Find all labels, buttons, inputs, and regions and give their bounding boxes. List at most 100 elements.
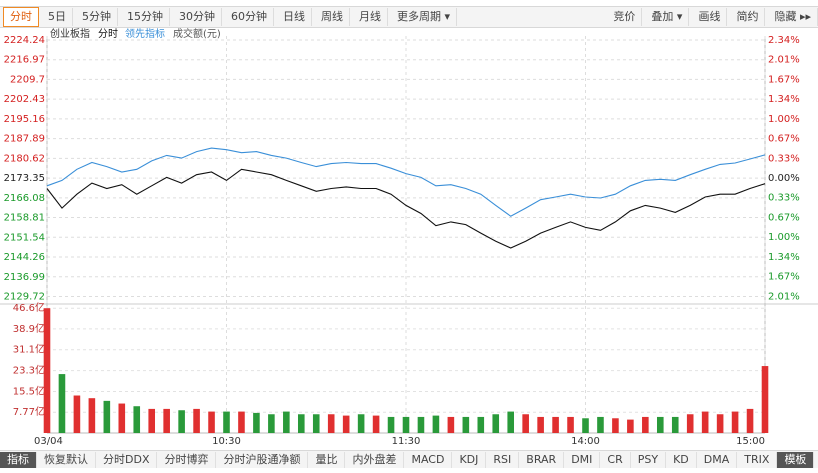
y-tick-label: 2166.08 [4,193,45,204]
indicator-tab[interactable]: DMI [564,451,601,468]
y2-tick-label: 0.67% [768,134,800,145]
y2-tick-label: 1.67% [768,75,800,86]
y2-tick-label: 2.34% [768,35,800,46]
tool-button[interactable]: 画线 [692,8,728,26]
indicator-tab[interactable]: 模板 [777,451,815,468]
period-tab[interactable]: 60分钟 [225,8,274,26]
y-tick-label: 2129.72 [4,292,45,303]
volume-bar [208,411,215,433]
volume-bar [312,414,320,433]
volume-bar [327,414,335,433]
volume-bar [477,416,485,433]
volume-bar [627,419,634,433]
x-tick-label: 03/04 [34,436,63,447]
y-tick-label: 2136.99 [4,272,45,283]
volume-bar [342,415,350,433]
y2-tick-label: 0.33% [768,154,800,165]
volume-bar [58,374,66,433]
volume-bar [507,411,515,433]
period-tab[interactable]: 5日 [42,8,73,26]
volume-bar [671,416,679,433]
period-tab[interactable]: 分时 [3,7,39,27]
volume-tick-label: 23.3亿 [13,364,45,377]
indicator-tab[interactable]: 量比 [308,451,346,468]
price-line [46,168,766,249]
y-tick-label: 2224.24 [4,35,45,46]
volume-bar [612,418,619,433]
volume-bar [716,414,724,433]
indicator-tab[interactable]: TRIX [737,451,778,468]
volume-bar [642,416,649,433]
volume-bar [462,416,470,433]
period-tab[interactable]: 周线 [315,8,350,26]
volume-tick-label: 7.77亿 [13,405,45,418]
volume-bar [223,411,230,433]
volume-bar [731,411,739,433]
volume-bar [372,415,380,433]
volume-bar [73,395,81,433]
volume-bar [447,416,455,433]
period-tab[interactable]: 日线 [277,8,312,26]
y2-tick-label: 0.33% [768,193,800,204]
indicator-tab[interactable]: 分时沪股通净额 [216,451,309,468]
volume-bar [701,411,709,433]
volume-tick-label: 15.5亿 [13,384,45,397]
volume-bar [193,408,200,433]
indicator-tab[interactable]: 指标 [0,451,37,468]
indicator-bar: 指标 恢复默认 分时DDX 分时博弈 分时沪股通净额 量比 内外盘差 MACD KDJ RSI BR… [0,450,818,468]
volume-bar [297,414,305,433]
x-tick-label: 11:30 [392,436,421,447]
tool-button[interactable]: 简约 [730,8,766,26]
tool-button[interactable]: 竞价 [607,8,643,26]
y2-tick-label: 1.34% [768,252,800,263]
volume-bar [417,416,425,433]
volume-bar [238,411,245,433]
indicator-tab[interactable]: KD [666,451,697,468]
y-tick-label: 2144.26 [4,252,45,263]
y2-tick-label: 2.01% [768,292,800,303]
volume-bar [118,403,126,433]
x-tick-label: 14:00 [571,436,600,447]
indicator-tab[interactable]: PSY [631,451,667,468]
indicator-tab[interactable]: CR [600,451,631,468]
indicator-tab[interactable]: 分时DDX [96,451,158,468]
volume-bar [597,416,604,433]
period-tab[interactable]: 月线 [353,8,388,26]
indicator-tab[interactable]: 内外盘差 [345,451,405,468]
volume-bar [253,412,260,433]
period-tab[interactable]: 15分钟 [121,8,170,26]
volume-bar [148,408,156,433]
indicator-tab[interactable]: BRAR [519,451,565,468]
tool-button[interactable]: 叠加 ▾ [645,8,690,26]
indicator-tab[interactable]: MACD [404,451,453,468]
indicator-tab[interactable]: 分时博弈 [157,451,217,468]
period-tab[interactable]: 5分钟 [76,8,118,26]
y-tick-label: 2216.97 [4,55,45,66]
volume-bar [43,308,51,433]
price-line [46,147,766,217]
indicator-tab[interactable]: DMA [697,451,738,468]
volume-tick-label: 31.1亿 [13,343,45,356]
volume-bar [133,406,141,433]
y2-tick-label: 1.00% [768,232,800,243]
period-tab[interactable]: 30分钟 [173,8,222,26]
indicator-tab[interactable]: 恢复默认 [37,451,96,468]
volume-bar [582,418,589,433]
y2-tick-label: 2.01% [768,55,800,66]
indicator-tab[interactable]: KDJ [452,451,487,468]
volume-bar [268,414,275,433]
y-tick-label: 2173.35 [4,173,45,184]
volume-bar [522,414,529,433]
legend-item: 成交额(元) [173,27,221,40]
volume-bar [88,398,96,433]
y2-tick-label: 1.34% [768,94,800,105]
period-tab[interactable]: 更多周期 ▾ [391,8,458,26]
volume-bar [746,408,754,433]
y2-tick-label: 1.67% [768,272,800,283]
y2-tick-label: 0.00% [768,173,800,184]
volume-bar [402,416,410,433]
indicator-tab[interactable]: RSI [486,451,520,468]
y-tick-label: 2202.43 [4,94,45,105]
y2-tick-label: 1.00% [768,114,800,125]
